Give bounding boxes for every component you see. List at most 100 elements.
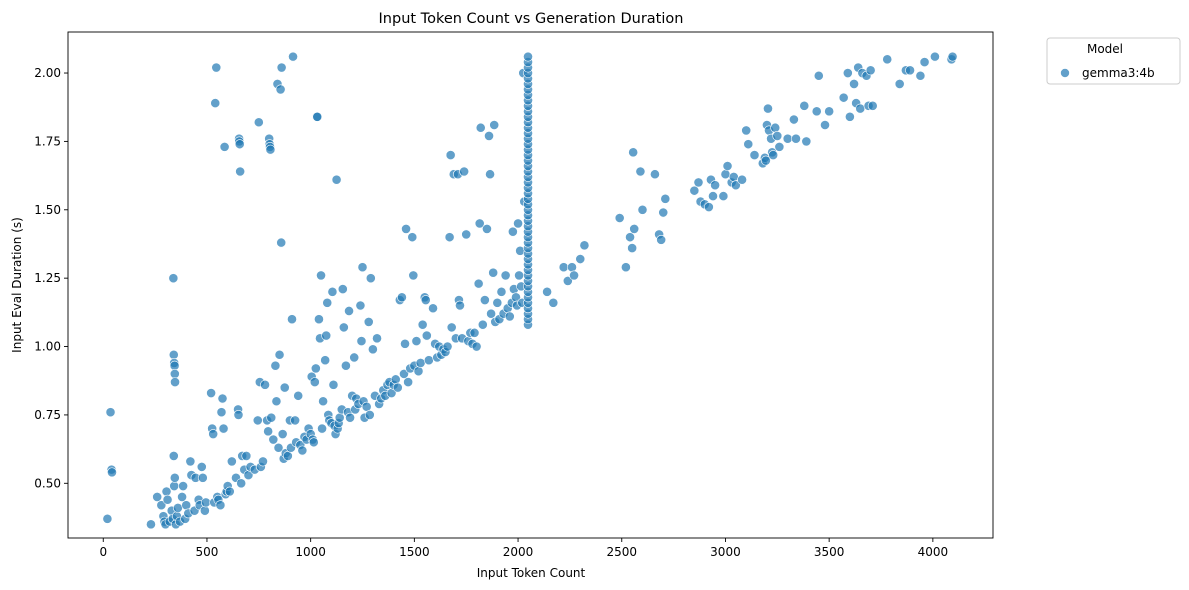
x-tick-label: 2000 — [503, 545, 534, 559]
data-point — [206, 388, 217, 398]
data-point — [485, 169, 495, 180]
data-point — [271, 396, 282, 407]
data-point — [629, 224, 640, 234]
data-point — [169, 368, 180, 379]
data-point — [514, 270, 524, 281]
data-point — [660, 193, 671, 204]
legend: Model gemma3:4b — [1046, 37, 1181, 85]
data-point — [372, 333, 382, 344]
x-axis-ticks: 0 500 1000 1500 2000 2500 3000 3500 4000 — [99, 538, 948, 559]
x-tick-label: 500 — [196, 545, 219, 559]
data-point — [400, 338, 410, 349]
data-point — [459, 166, 470, 177]
data-point — [811, 106, 822, 117]
data-point — [270, 360, 281, 371]
y-tick-label: 1.25 — [34, 271, 61, 285]
data-point — [356, 336, 367, 346]
data-point — [287, 314, 297, 325]
data-point — [390, 374, 401, 385]
data-point — [894, 79, 905, 89]
data-point — [273, 442, 284, 453]
data-point — [507, 226, 518, 237]
data-point — [185, 456, 196, 467]
x-tick-label: 2500 — [606, 545, 637, 559]
y-tick-label: 1.00 — [34, 340, 61, 354]
data-point — [260, 379, 270, 390]
data-point — [801, 136, 812, 147]
data-point — [789, 114, 799, 125]
data-point — [317, 423, 327, 434]
data-point — [473, 278, 484, 289]
data-point — [397, 292, 407, 303]
data-point — [320, 355, 331, 366]
data-point — [838, 92, 849, 103]
data-point — [484, 131, 494, 141]
legend-box — [1046, 37, 1181, 85]
data-point — [210, 98, 221, 109]
data-point — [258, 456, 268, 467]
data-point — [689, 185, 700, 196]
data-point — [627, 243, 638, 253]
data-point — [813, 70, 824, 81]
data-point — [475, 122, 486, 133]
data-point — [168, 451, 179, 461]
data-point — [486, 308, 496, 319]
data-point — [718, 191, 729, 202]
data-point — [341, 360, 351, 371]
data-point — [474, 218, 485, 229]
data-point — [867, 100, 878, 111]
data-point — [288, 51, 298, 62]
data-point — [211, 62, 222, 73]
data-point — [855, 103, 866, 114]
data-point — [489, 120, 500, 130]
y-tick-label: 1.75 — [34, 134, 61, 148]
data-point — [265, 144, 276, 155]
data-point — [316, 270, 326, 281]
data-point — [312, 111, 323, 122]
x-tick-label: 0 — [99, 545, 107, 559]
data-point — [791, 133, 801, 144]
data-point — [355, 300, 366, 311]
legend-marker — [1060, 68, 1070, 78]
data-point — [219, 141, 230, 152]
data-point — [196, 461, 207, 472]
data-point — [461, 229, 472, 240]
data-point — [408, 270, 419, 281]
data-point — [349, 352, 360, 363]
data-point — [331, 174, 342, 185]
data-point — [523, 51, 533, 62]
x-axis-label: Input Token Count — [477, 566, 586, 580]
y-tick-label: 1.50 — [34, 203, 61, 217]
data-point — [275, 84, 286, 95]
data-point — [199, 505, 210, 516]
data-point — [234, 139, 245, 150]
data-point — [915, 70, 926, 81]
data-point — [277, 429, 288, 439]
data-point — [423, 355, 434, 366]
data-point — [233, 410, 244, 420]
data-point — [720, 169, 731, 180]
data-point — [168, 273, 179, 284]
data-point — [420, 295, 431, 305]
data-point — [488, 267, 499, 278]
data-point — [782, 133, 793, 144]
data-point — [168, 349, 179, 360]
x-tick-label: 4000 — [918, 545, 949, 559]
data-point — [252, 415, 263, 426]
data-point — [241, 451, 252, 461]
data-point — [749, 150, 760, 160]
legend-series-label: gemma3:4b — [1082, 66, 1155, 80]
data-point — [156, 500, 167, 511]
data-point — [216, 407, 227, 418]
data-point — [276, 62, 287, 73]
data-point — [446, 322, 457, 333]
data-point — [444, 232, 455, 243]
chart-title: Input Token Count vs Generation Duration — [379, 11, 684, 27]
data-point — [722, 161, 733, 171]
data-point — [455, 300, 465, 311]
data-point — [173, 503, 183, 513]
data-point — [217, 393, 228, 404]
x-tick-label: 1000 — [295, 545, 326, 559]
data-point — [761, 155, 771, 166]
x-tick-label: 3500 — [814, 545, 845, 559]
